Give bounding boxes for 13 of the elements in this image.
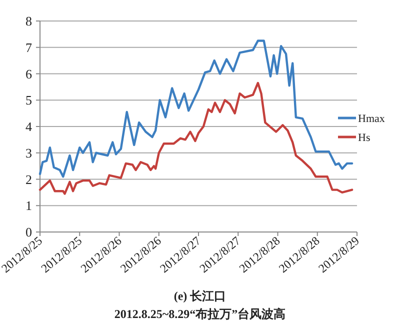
y-tick-label: 1 (26, 198, 32, 214)
y-tick-label: 2 (26, 172, 32, 187)
y-tick-label: 0 (26, 224, 32, 240)
text: (e) 长江口 (174, 289, 226, 303)
y-tick-label: 8 (26, 14, 32, 28)
y-tick-label: 4 (26, 119, 32, 134)
y-tick-label: 3 (26, 145, 32, 160)
y-tick-label: 5 (26, 92, 32, 108)
text: 2012.8.25~8.29“布拉万”台风波高 (114, 307, 286, 321)
y-tick-label: 7 (26, 40, 32, 55)
legend-label: Hs (358, 132, 370, 144)
legend-label: Hmax (358, 113, 386, 125)
y-tick-label: 6 (26, 66, 32, 82)
